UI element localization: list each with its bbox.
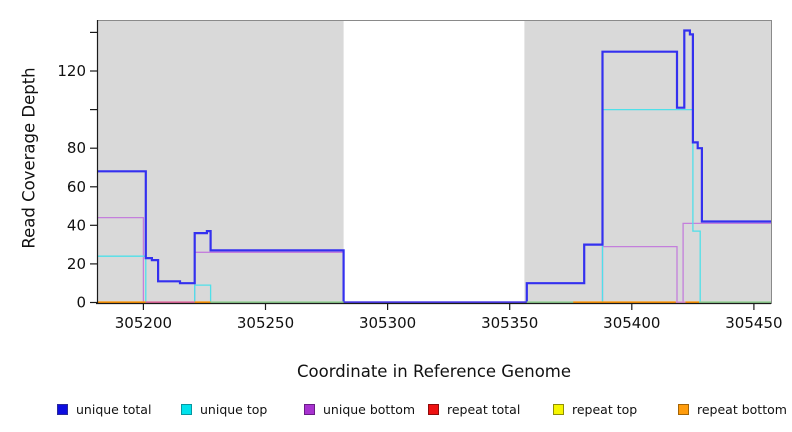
svg-text:305250: 305250 (237, 314, 294, 332)
legend-swatch-unique-bottom (304, 403, 315, 415)
svg-text:40: 40 (67, 216, 86, 234)
svg-text:305400: 305400 (603, 314, 660, 332)
svg-text:305300: 305300 (359, 314, 416, 332)
legend-swatch-unique-total (57, 403, 68, 415)
svg-text:60: 60 (67, 178, 86, 196)
legend-item-unique-bottom: unique bottom (304, 401, 416, 417)
svg-text:305200: 305200 (115, 314, 172, 332)
legend-label: repeat bottom (697, 401, 787, 417)
svg-text:80: 80 (67, 139, 86, 157)
legend-swatch-repeat-total (428, 403, 439, 415)
legend-label: repeat total (447, 401, 521, 417)
svg-text:120: 120 (57, 62, 86, 80)
legend-item-repeat-total: repeat total (428, 401, 521, 417)
svg-text:305350: 305350 (481, 314, 538, 332)
coverage-chart: 305200 305250 305300 305350 305400 305450 0 20 4… (57, 20, 783, 332)
svg-text:20: 20 (67, 255, 86, 273)
legend-item-unique-total: unique total (57, 401, 152, 417)
legend-item-repeat-bottom: repeat bottom (678, 401, 787, 417)
legend-label: repeat top (572, 401, 638, 417)
legend-swatch-repeat-top (553, 403, 564, 415)
legend-item-repeat-top: repeat top (553, 401, 638, 417)
legend-item-unique-top: unique top (181, 401, 268, 417)
legend-label: unique total (76, 401, 152, 417)
legend-label: unique bottom (323, 401, 416, 417)
svg-text:305450: 305450 (725, 314, 782, 332)
legend-label: unique top (200, 401, 268, 417)
legend-swatch-unique-top (181, 403, 192, 415)
legend-swatch-repeat-bottom (678, 403, 689, 415)
svg-text:0: 0 (76, 294, 86, 312)
x-axis-title: Coordinate in Reference Genome (296, 362, 572, 381)
y-axis-title: Read Coverage Depth (19, 67, 39, 249)
